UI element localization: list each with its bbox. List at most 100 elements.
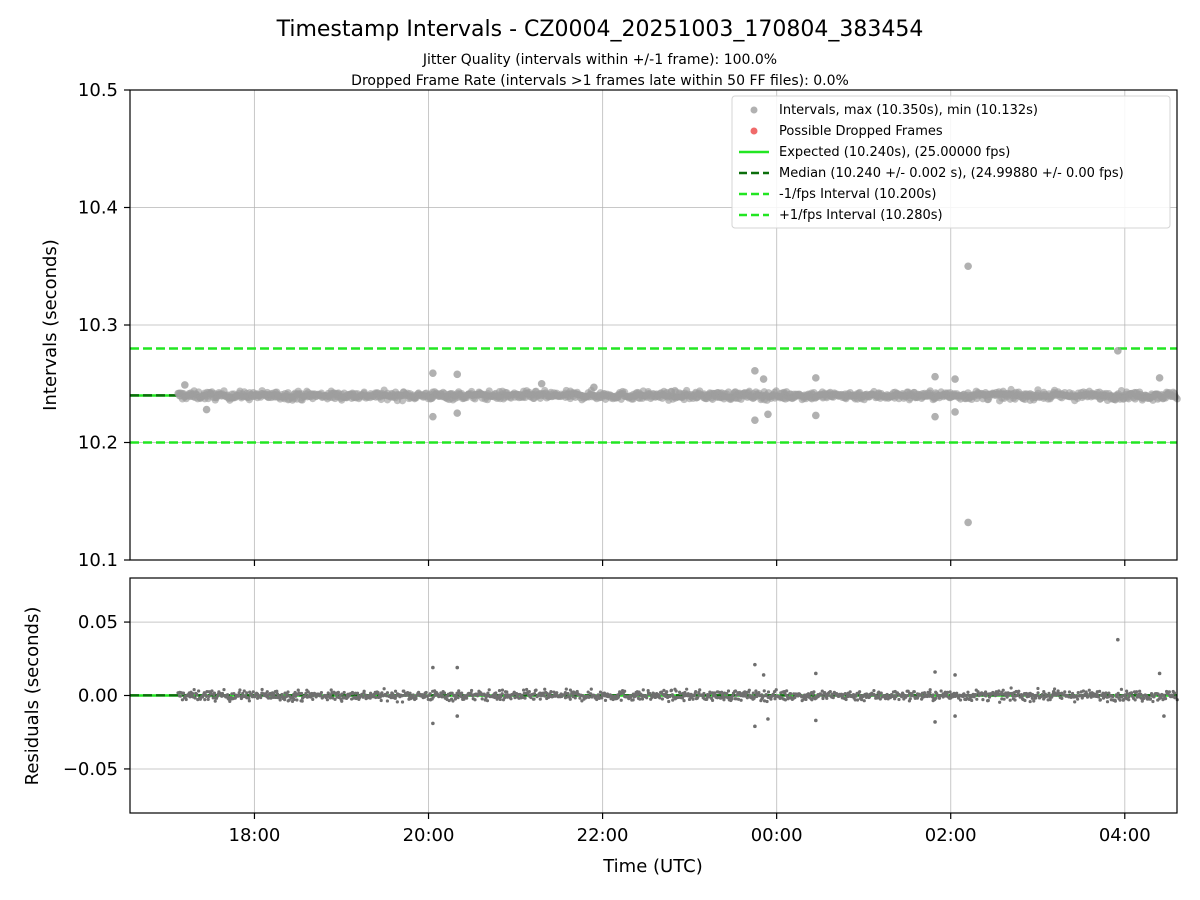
residual-point	[374, 695, 378, 700]
residual-point	[286, 690, 290, 694]
residual-point	[804, 697, 808, 702]
residual-point	[210, 689, 214, 693]
residual-outlier-point	[1157, 671, 1162, 676]
residual-point	[509, 697, 513, 701]
y-tick-label: 10.4	[78, 198, 118, 219]
residual-outlier-point	[431, 721, 435, 726]
intervals-panel: 10.1 10.2 10.3 10.4 10.5 Intervals (seconds)…	[40, 80, 1181, 571]
y-tick-label: 10.2	[78, 433, 118, 454]
residual-point	[966, 690, 970, 694]
legend-expected-label: Expected (10.240s), (25.00000 fps)	[779, 145, 1010, 160]
residual-point	[203, 698, 207, 702]
residual-point	[648, 691, 652, 696]
residual-point	[532, 697, 536, 701]
legend-dropped-label: Possible Dropped Frames	[779, 124, 943, 139]
residual-point	[900, 695, 904, 699]
residual-point	[939, 689, 943, 693]
residual-point	[964, 693, 968, 698]
residual-point	[245, 691, 249, 695]
residual-point	[283, 697, 287, 702]
residual-outlier-point	[814, 671, 818, 676]
residual-point	[303, 694, 307, 698]
interval-outlier-point	[1155, 374, 1164, 382]
residual-point	[736, 697, 741, 701]
residual-point	[665, 690, 669, 694]
residual-point	[589, 687, 593, 691]
residual-point	[469, 691, 473, 695]
residual-outlier-point	[766, 717, 770, 721]
residual-point	[266, 696, 271, 700]
x-tick-label: 00:00	[751, 825, 803, 846]
residual-point	[725, 692, 729, 696]
residual-point	[522, 688, 526, 692]
residual-point	[1127, 698, 1131, 702]
residual-point	[304, 691, 308, 696]
residual-point	[986, 698, 990, 703]
residual-point	[908, 697, 912, 701]
residuals-points	[176, 637, 1179, 729]
residual-point	[1011, 694, 1015, 698]
residual-point	[350, 692, 355, 696]
residual-point	[428, 692, 432, 696]
residual-point	[1086, 694, 1090, 698]
residual-point	[184, 697, 188, 702]
residual-point	[825, 696, 829, 700]
residual-point	[300, 691, 304, 696]
residual-point	[831, 695, 835, 700]
x-tick-label: 18:00	[229, 825, 281, 846]
residual-point	[1159, 695, 1163, 699]
residual-point	[1152, 695, 1156, 699]
residual-point	[503, 696, 507, 700]
residual-point	[671, 698, 675, 702]
residual-point	[206, 697, 210, 701]
residual-point	[678, 692, 682, 696]
residual-point	[192, 688, 196, 692]
residual-point	[1111, 694, 1115, 699]
residual-point	[406, 690, 410, 695]
residual-point	[195, 693, 199, 697]
residual-point	[1040, 692, 1044, 697]
residual-outlier-point	[814, 718, 818, 723]
interval-outlier-point	[453, 370, 462, 379]
residual-point	[1020, 694, 1024, 698]
residual-point	[264, 692, 268, 696]
residual-point	[1017, 689, 1021, 693]
residual-point	[580, 699, 584, 703]
residual-outlier-point	[455, 714, 460, 718]
residual-point	[284, 694, 289, 699]
residual-point	[645, 696, 649, 700]
residual-point	[694, 690, 698, 694]
residual-point	[1125, 692, 1129, 696]
residual-point	[420, 693, 425, 697]
residual-point	[1024, 691, 1028, 696]
residual-point	[527, 690, 531, 694]
residual-point	[237, 690, 241, 695]
residual-point	[820, 689, 824, 693]
residual-outlier-point	[455, 665, 460, 670]
residual-point	[1129, 691, 1134, 695]
residual-point	[766, 690, 771, 694]
residual-point	[730, 697, 734, 701]
residual-point	[486, 691, 490, 695]
residual-point	[543, 687, 547, 691]
interval-outlier-point	[759, 375, 768, 383]
residual-point	[691, 697, 695, 701]
residual-point	[1138, 689, 1142, 693]
residual-point	[385, 691, 390, 695]
residual-point	[385, 699, 390, 703]
residual-point	[291, 695, 295, 699]
interval-outlier-point	[429, 412, 437, 421]
residual-point	[771, 692, 775, 696]
residual-point	[376, 690, 380, 695]
residual-point	[1032, 699, 1036, 703]
residual-point	[720, 690, 724, 694]
residual-point	[958, 698, 963, 702]
residual-point	[1105, 700, 1110, 704]
residual-point	[819, 693, 823, 697]
interval-outlier-point	[590, 383, 598, 392]
residual-point	[1035, 693, 1039, 697]
interval-outlier-point	[1114, 347, 1122, 355]
residual-point	[207, 694, 211, 698]
residual-point	[180, 698, 185, 702]
residual-point	[1063, 690, 1067, 694]
